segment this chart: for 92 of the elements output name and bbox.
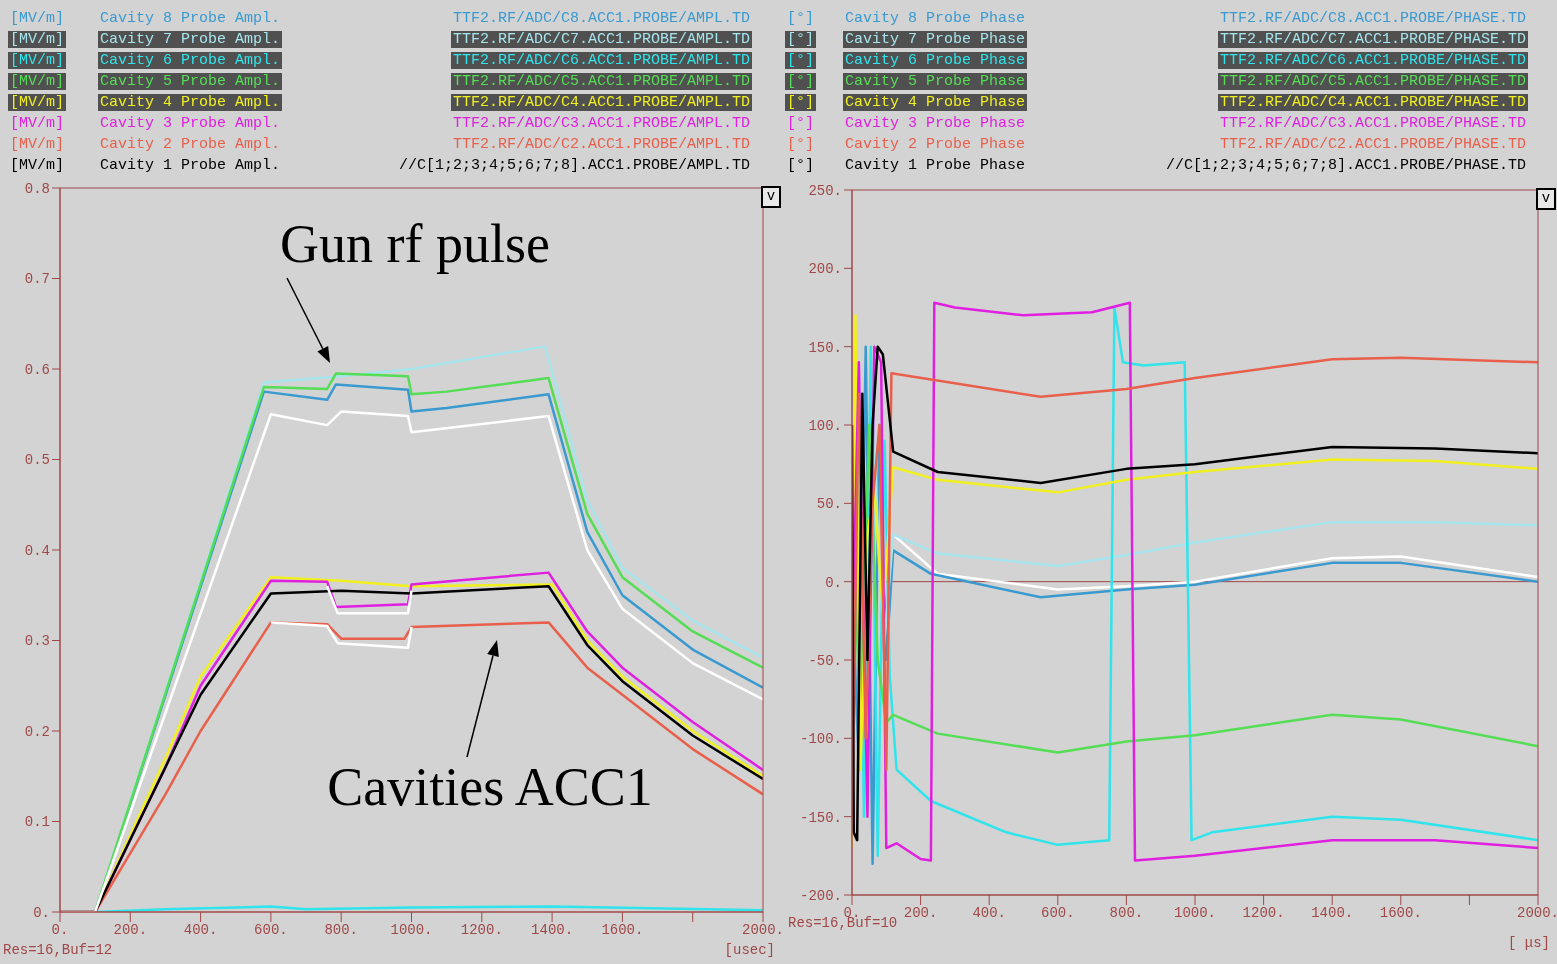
- y-tick-label: 0.6: [24, 361, 50, 378]
- text: TTF2.RF/ADC/C5.ACC1.PROBE/PHASE.TD: [1217, 73, 1528, 90]
- x-tick-label: 2000.: [741, 921, 785, 938]
- text: Cavity 3 Probe Phase: [844, 115, 1027, 132]
- x-axis-title: [ μs]: [1507, 935, 1550, 951]
- y-tick-label: 0.3: [24, 633, 50, 650]
- text: TTF2.RF/ADC/C7.ACC1.PROBE/AMPL.TD: [450, 31, 752, 48]
- y-tick-label: 0.: [825, 574, 842, 591]
- x-tick-label: 0.: [51, 921, 69, 938]
- y-tick-label: -200.: [799, 887, 842, 904]
- x-tick-label: 1400.: [531, 921, 574, 938]
- text: Cavity 7 Probe Phase: [843, 31, 1028, 48]
- text: //C[1;2;3;4;5;6;7;8].ACC1.PROBE/PHASE.TD: [1164, 157, 1527, 174]
- x-tick-label: 400.: [972, 904, 1006, 921]
- text: //C[1;2;3;4;5;6;7;8].ACC1.PROBE/AMPL.TD: [397, 157, 751, 174]
- text: TTF2.RF/ADC/C4.ACC1.PROBE/PHASE.TD: [1217, 94, 1528, 111]
- text: [°]: [787, 115, 815, 132]
- y-tick-label: 0.5: [24, 452, 50, 469]
- y-tick-label: 200.: [808, 261, 842, 278]
- y-axis-title: [MV/m]: [9, 157, 65, 174]
- dropdown-button: v: [761, 186, 781, 208]
- text: TTF2.RF/ADC/C2.ACC1.PROBE/AMPL.TD: [451, 136, 751, 153]
- text: Cavity 6 Probe Phase: [843, 52, 1028, 69]
- text: Cavity 1 Probe Ampl.: [99, 157, 282, 174]
- x-tick-label: 800.: [324, 921, 358, 938]
- text: [°]: [787, 31, 815, 48]
- text: TTF2.RF/ADC/C2.ACC1.PROBE/PHASE.TD: [1218, 136, 1527, 153]
- text: Res=16,Buf=12: [3, 942, 113, 958]
- text: [MV/m]: [10, 10, 65, 27]
- x-tick-label: 2000.: [1516, 904, 1557, 921]
- text: TTF2.RF/ADC/C4.ACC1.PROBE/AMPL.TD: [450, 94, 752, 111]
- y-axis-title: [°]: [786, 157, 815, 174]
- text: Cavity 5 Probe Phase: [843, 73, 1028, 90]
- x-tick-label: 1000.: [390, 921, 433, 938]
- annotation: Cavities ACC1: [327, 757, 653, 817]
- text: Cavity 2 Probe Phase: [844, 136, 1027, 153]
- x-tick-label: 1200.: [460, 921, 503, 938]
- text: TTF2.RF/ADC/C6.ACC1.PROBE/PHASE.TD: [1217, 52, 1528, 69]
- text: [MV/m]: [10, 52, 65, 69]
- dropdown-button: v: [1536, 188, 1556, 210]
- text: Cavity 6 Probe Ampl.: [98, 52, 283, 69]
- text: Cavity 4 Probe Phase: [843, 94, 1028, 111]
- text: Cavity 1 Probe Phase: [844, 157, 1027, 174]
- y-tick-label: 0.8: [24, 180, 50, 197]
- x-tick-label: 600.: [254, 921, 288, 938]
- y-tick-label: 50.: [816, 496, 842, 513]
- text: [MV/m]: [10, 136, 65, 153]
- x-tick-label: 1200.: [1242, 904, 1285, 921]
- text: TTF2.RF/ADC/C3.ACC1.PROBE/PHASE.TD: [1218, 115, 1527, 132]
- y-tick-label: -150.: [799, 809, 842, 826]
- x-axis-title: [usec]: [724, 942, 775, 958]
- x-tick-label: 400.: [183, 921, 218, 938]
- x-tick-label: 800.: [1109, 904, 1144, 921]
- text: [MV/m]: [10, 31, 65, 48]
- annotation: Gun rf pulse: [280, 214, 550, 274]
- text: Cavity 8 Probe Phase: [844, 10, 1027, 27]
- y-tick-label: -50.: [808, 652, 842, 669]
- text: TTF2.RF/ADC/C7.ACC1.PROBE/PHASE.TD: [1217, 31, 1528, 48]
- text: [°]: [787, 94, 815, 111]
- text: Cavity 8 Probe Ampl.: [99, 10, 282, 27]
- text: [°]: [787, 52, 815, 69]
- x-tick-label: 1600.: [1379, 904, 1422, 921]
- y-tick-label: 0.2: [24, 723, 50, 740]
- text: TTF2.RF/ADC/C8.ACC1.PROBE/PHASE.TD: [1218, 10, 1527, 27]
- text: [MV/m]: [10, 73, 65, 90]
- text: Cavity 4 Probe Ampl.: [98, 94, 283, 111]
- x-tick-label: 1000.: [1173, 904, 1217, 921]
- y-tick-label: 150.: [808, 339, 842, 356]
- x-tick-label: 200.: [903, 904, 938, 921]
- x-tick-label: 1400.: [1311, 904, 1354, 921]
- text: [MV/m]: [10, 94, 65, 111]
- x-tick-label: 1600.: [601, 921, 644, 938]
- y-tick-label: 250.: [808, 182, 842, 199]
- text: Cavity 7 Probe Ampl.: [98, 31, 283, 48]
- text: [°]: [787, 73, 815, 90]
- y-tick-label: 0.1: [24, 814, 50, 831]
- y-tick-label: 0.4: [24, 542, 50, 559]
- y-tick-label: -100.: [799, 731, 842, 748]
- text: TTF2.RF/ADC/C5.ACC1.PROBE/AMPL.TD: [450, 73, 752, 90]
- x-tick-label: 200.: [113, 921, 148, 938]
- text: [°]: [787, 10, 815, 27]
- y-tick-label: 100.: [808, 417, 842, 434]
- text: [°]: [787, 136, 815, 153]
- text: TTF2.RF/ADC/C6.ACC1.PROBE/AMPL.TD: [450, 52, 752, 69]
- x-tick-label: 600.: [1041, 904, 1075, 921]
- y-tick-label: 0.7: [24, 271, 50, 288]
- text: Cavity 2 Probe Ampl.: [99, 136, 282, 153]
- text: [MV/m]: [10, 115, 65, 132]
- text: TTF2.RF/ADC/C8.ACC1.PROBE/AMPL.TD: [451, 10, 751, 27]
- text: TTF2.RF/ADC/C3.ACC1.PROBE/AMPL.TD: [451, 115, 751, 132]
- text: Cavity 3 Probe Ampl.: [99, 115, 282, 132]
- text: Cavity 5 Probe Ampl.: [98, 73, 283, 90]
